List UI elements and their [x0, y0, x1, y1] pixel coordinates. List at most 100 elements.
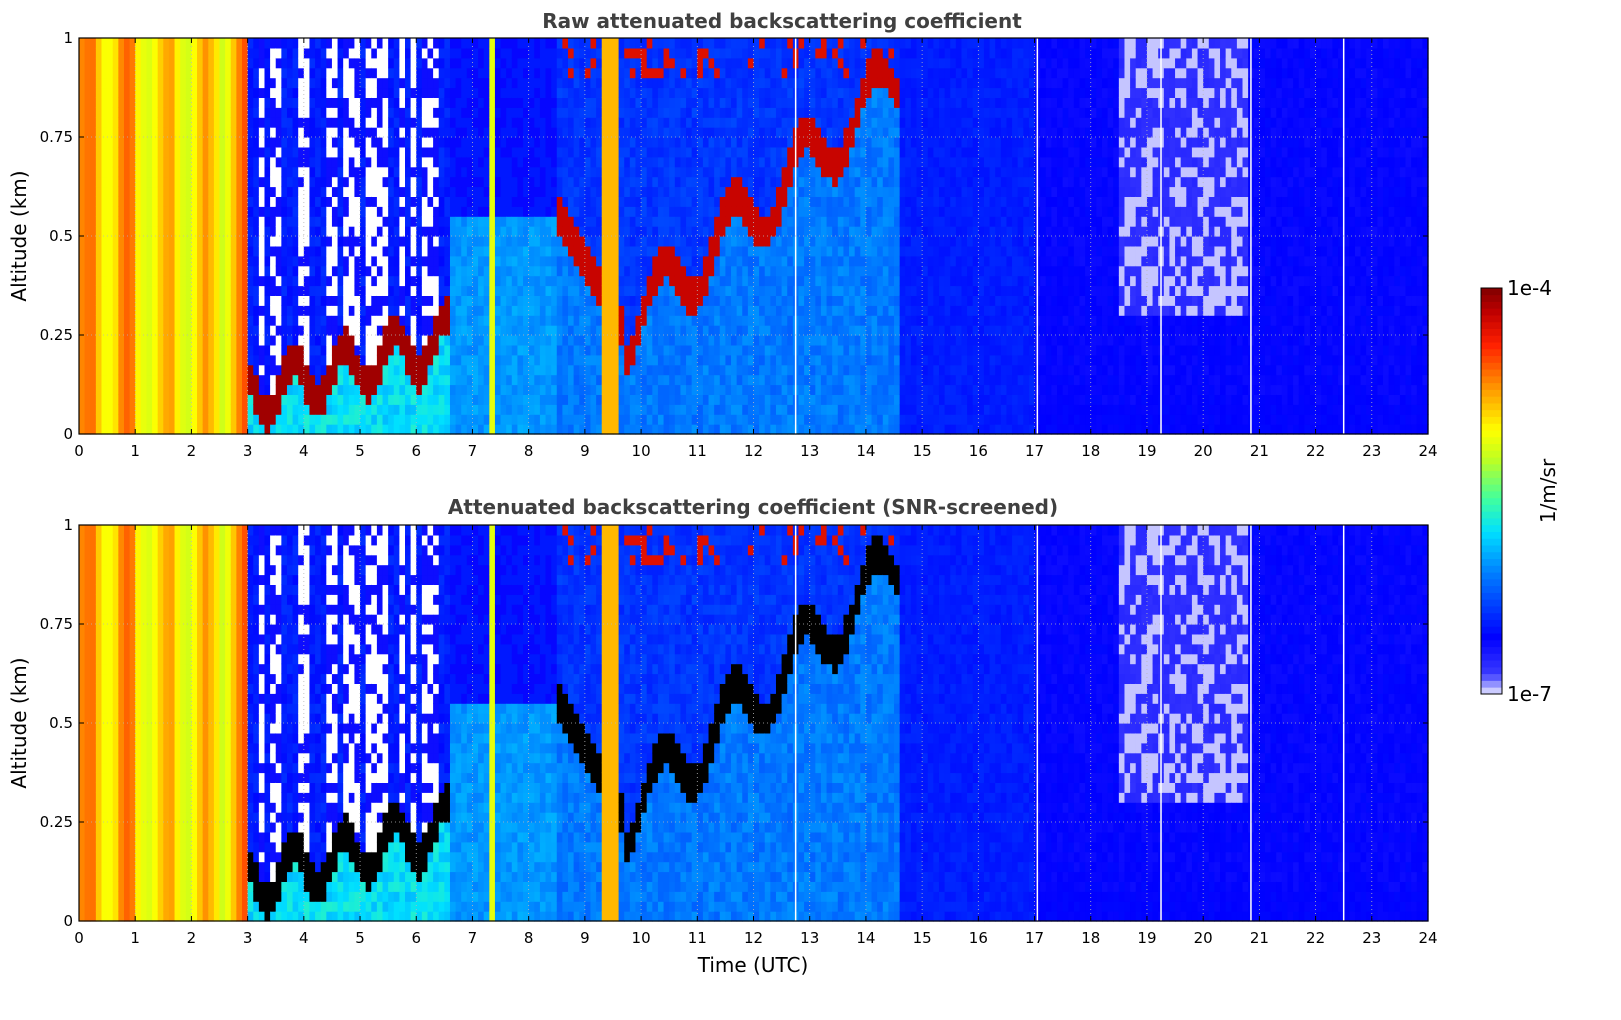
heatmap-cell — [276, 137, 282, 148]
heatmap-cell — [321, 97, 327, 108]
heatmap-cell — [315, 256, 321, 266]
heatmap-cell — [96, 68, 102, 79]
heatmap-cell — [416, 226, 422, 237]
heatmap-cell — [259, 196, 265, 207]
heatmap-cell — [152, 117, 158, 128]
heatmap-cell — [180, 196, 186, 207]
heatmap-cell — [388, 147, 394, 158]
heatmap-cell — [79, 375, 85, 386]
heatmap-cell — [208, 68, 214, 79]
heatmap-cell — [366, 325, 372, 336]
heatmap-cell — [203, 236, 209, 247]
heatmap-cell — [225, 48, 231, 59]
heatmap-cell — [135, 196, 141, 207]
heatmap-cell — [158, 365, 164, 376]
heatmap-cell — [422, 68, 428, 79]
heatmap-cell — [118, 206, 124, 217]
heatmap-cell — [197, 137, 203, 148]
heatmap-cell — [203, 58, 209, 69]
heatmap-cell — [405, 177, 411, 188]
heatmap-cell — [388, 226, 394, 237]
heatmap-cell — [360, 256, 366, 266]
heatmap-cell — [394, 286, 400, 297]
heatmap-cell — [394, 236, 400, 247]
heatmap-cell — [135, 97, 141, 108]
heatmap-cell — [338, 127, 344, 138]
heatmap-cell — [366, 345, 372, 356]
heatmap-cell — [321, 256, 327, 266]
heatmap-cell — [293, 226, 299, 237]
heatmap-cell — [321, 117, 327, 128]
heatmap-cell — [186, 187, 192, 198]
heatmap-cell — [197, 206, 203, 217]
heatmap-cell — [383, 394, 389, 405]
heatmap-cell — [332, 375, 338, 386]
heatmap-cell — [326, 216, 332, 227]
heatmap-cell — [225, 226, 231, 237]
heatmap-cell — [79, 385, 85, 396]
heatmap-cell — [321, 88, 327, 99]
heatmap-cell — [124, 325, 130, 336]
heatmap-cell — [186, 196, 192, 207]
heatmap-cell — [366, 48, 372, 59]
heatmap-cell — [377, 97, 383, 108]
heatmap-cell — [349, 48, 355, 59]
heatmap-cell — [203, 88, 209, 99]
heatmap-cell — [416, 404, 422, 415]
heatmap-cell — [197, 345, 203, 356]
heatmap-cell — [186, 216, 192, 227]
heatmap-cell — [399, 335, 405, 346]
heatmap-cell — [394, 88, 400, 99]
heatmap-cell — [383, 137, 389, 148]
heatmap-cell — [203, 196, 209, 207]
heatmap-cell — [276, 246, 282, 257]
heatmap-cell — [197, 177, 203, 188]
heatmap-cell — [152, 187, 158, 198]
heatmap-cell — [427, 236, 433, 247]
heatmap-cell — [113, 78, 119, 89]
heatmap-cell — [388, 206, 394, 217]
heatmap-cell — [422, 236, 428, 247]
heatmap-cell — [113, 38, 119, 49]
heatmap-cell — [349, 38, 355, 49]
heatmap-cell — [135, 236, 141, 247]
heatmap-cell — [354, 167, 360, 178]
heatmap-cell — [422, 157, 428, 168]
heatmap-cell — [287, 305, 293, 316]
heatmap-cell — [191, 88, 197, 99]
heatmap-cell — [130, 127, 136, 138]
heatmap-cell — [276, 127, 282, 138]
heatmap-cell — [130, 276, 136, 287]
heatmap-cell — [180, 177, 186, 188]
heatmap-cell — [124, 424, 130, 435]
heatmap-cell — [321, 107, 327, 118]
heatmap-cell — [343, 48, 349, 59]
heatmap-cell — [315, 127, 321, 138]
heatmap-cell — [394, 266, 400, 277]
heatmap-cell — [309, 315, 315, 326]
heatmap-cell — [377, 394, 383, 405]
heatmap-cell — [264, 325, 270, 336]
heatmap-cell — [270, 404, 276, 415]
heatmap-cell — [197, 404, 203, 415]
heatmap-cell — [270, 236, 276, 247]
heatmap-cell — [152, 68, 158, 79]
figure: Raw attenuated backscattering coefficien… — [0, 0, 1621, 1020]
heatmap-cell — [371, 335, 377, 346]
heatmap-cell — [253, 206, 259, 217]
heatmap-cell — [349, 167, 355, 178]
heatmap-cell — [309, 196, 315, 207]
heatmap-cell — [388, 187, 394, 198]
heatmap-cell — [321, 147, 327, 158]
heatmap-cell — [197, 167, 203, 178]
heatmap-cell — [253, 266, 259, 277]
heatmap-cell — [152, 355, 158, 366]
heatmap-cell — [304, 305, 310, 316]
heatmap-cell — [366, 266, 372, 277]
heatmap-cell — [231, 78, 237, 89]
heatmap-cell — [383, 167, 389, 178]
heatmap-cell — [383, 414, 389, 425]
heatmap-cell — [208, 276, 214, 287]
heatmap-cell — [321, 286, 327, 297]
heatmap-cell — [377, 177, 383, 188]
